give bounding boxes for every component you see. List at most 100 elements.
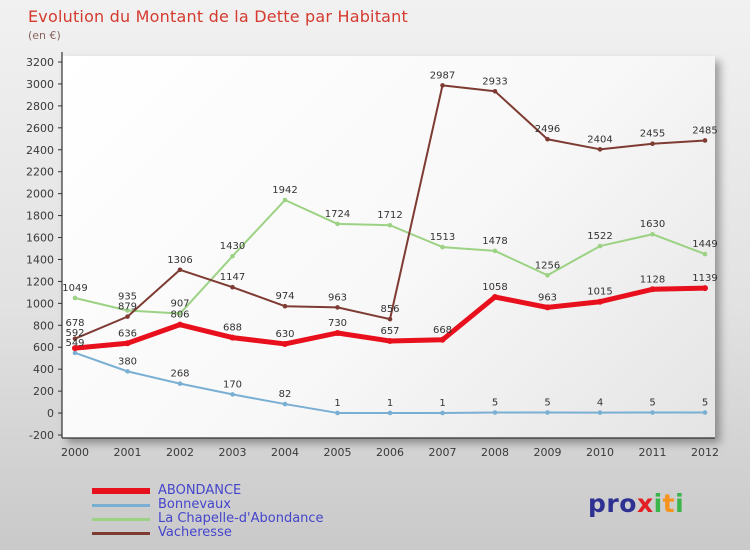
value-label: 268 <box>170 369 189 380</box>
y-tick-label: 600 <box>33 341 54 354</box>
brand-logo: proxiti <box>588 489 684 518</box>
legend-swatch <box>92 531 150 535</box>
data-point <box>72 336 78 341</box>
data-point <box>229 334 236 341</box>
value-label: 935 <box>118 292 137 303</box>
x-tick-label: 2007 <box>429 446 457 459</box>
data-point <box>335 410 340 416</box>
legend-label: La Chapelle-d'Abondance <box>158 511 324 526</box>
plot-area <box>62 56 715 438</box>
value-label: 380 <box>118 356 137 367</box>
value-label: 688 <box>223 323 242 334</box>
logo-letter: i <box>653 489 663 518</box>
value-label: 170 <box>223 379 242 390</box>
data-point <box>650 231 655 237</box>
x-tick-label: 2012 <box>691 446 719 459</box>
data-point <box>387 316 393 322</box>
value-label: 5 <box>492 398 498 409</box>
y-tick-label: 3000 <box>26 78 54 91</box>
legend-item: La Chapelle-d'Abondance <box>92 512 324 526</box>
value-label: 2987 <box>430 70 455 81</box>
data-point <box>72 350 78 356</box>
value-label: 657 <box>380 326 399 337</box>
value-label: 549 <box>65 338 84 349</box>
data-point <box>282 401 288 407</box>
value-label: 5 <box>649 398 655 409</box>
value-label: 5 <box>544 398 550 409</box>
data-point <box>72 345 78 352</box>
value-label: 963 <box>538 292 557 303</box>
data-point <box>439 336 446 343</box>
data-point <box>544 304 551 311</box>
value-label: 82 <box>279 389 292 400</box>
data-point <box>125 369 130 374</box>
data-point <box>492 293 498 300</box>
logo-letter: r <box>606 489 620 518</box>
x-tick-label: 2003 <box>219 446 247 459</box>
legend-label: Bonnevaux <box>158 497 231 512</box>
data-point <box>334 329 341 336</box>
value-label: 1712 <box>377 210 402 221</box>
value-label: 963 <box>328 292 347 303</box>
data-point <box>597 147 603 152</box>
value-label: 1015 <box>587 287 612 298</box>
data-point <box>230 253 235 259</box>
value-label: 1430 <box>220 241 245 252</box>
data-point <box>335 305 340 310</box>
data-point <box>282 197 288 203</box>
data-point <box>387 337 393 344</box>
value-label: 907 <box>170 299 189 310</box>
data-point <box>125 314 130 319</box>
value-label: 1478 <box>482 236 507 247</box>
value-label: 2496 <box>535 124 560 135</box>
value-label: 1058 <box>482 282 507 293</box>
legend-item: ABONDANCE <box>92 484 324 498</box>
y-tick-label: 800 <box>33 319 54 332</box>
data-point <box>597 243 603 249</box>
data-point <box>545 136 550 142</box>
value-label: 1522 <box>587 231 612 242</box>
value-label: 730 <box>328 318 347 329</box>
value-label: 668 <box>433 325 452 336</box>
value-label: 678 <box>65 318 84 329</box>
y-tick-label: 2200 <box>26 166 54 179</box>
logo-letter: i <box>675 489 685 518</box>
y-tick-label: 200 <box>33 385 54 398</box>
data-point <box>492 410 498 415</box>
data-point <box>650 141 655 147</box>
value-label: 1630 <box>640 219 665 230</box>
value-label: 806 <box>170 310 189 321</box>
chart-title: Evolution du Montant de la Dette par Hab… <box>28 7 408 26</box>
y-tick-label: 0 <box>47 407 54 420</box>
x-tick-label: 2000 <box>61 446 89 459</box>
data-point <box>650 410 655 415</box>
y-tick-label: 3200 <box>26 56 54 69</box>
x-tick-label: 2001 <box>114 446 142 459</box>
data-point <box>72 295 78 301</box>
x-tick-label: 2006 <box>376 446 404 459</box>
value-label: 1049 <box>62 283 87 294</box>
data-point <box>440 244 445 250</box>
value-label: 2933 <box>482 76 507 87</box>
logo-letter: t <box>662 489 676 518</box>
data-point <box>702 251 708 257</box>
value-label: 592 <box>65 328 84 339</box>
y-tick-label: 2400 <box>26 144 54 157</box>
data-point <box>545 272 550 278</box>
legend-item: Vacheresse <box>92 526 324 540</box>
logo-letter: o <box>619 489 637 518</box>
legend-label: Vacheresse <box>158 525 232 540</box>
value-label: 1449 <box>692 239 717 250</box>
data-point <box>440 83 445 88</box>
data-point <box>702 138 708 143</box>
data-point <box>387 410 393 416</box>
legend-label: ABONDANCE <box>158 483 242 498</box>
value-label: 2404 <box>587 134 612 145</box>
data-point <box>124 340 131 347</box>
data-point <box>230 392 235 397</box>
data-point <box>230 284 235 290</box>
value-label: 1256 <box>535 260 560 271</box>
y-tick-label: 1200 <box>26 275 54 288</box>
x-tick-label: 2011 <box>639 446 667 459</box>
x-tick-label: 2008 <box>481 446 509 459</box>
